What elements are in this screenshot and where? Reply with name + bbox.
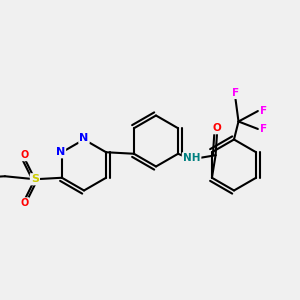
Text: F: F [260,106,267,116]
Text: F: F [260,124,267,134]
Text: F: F [232,88,239,98]
Text: N: N [56,147,65,157]
Text: S: S [31,174,39,184]
Text: O: O [213,123,221,133]
Text: NH: NH [183,153,200,163]
Text: O: O [20,150,28,160]
Text: N: N [80,133,88,143]
Text: O: O [20,198,28,208]
